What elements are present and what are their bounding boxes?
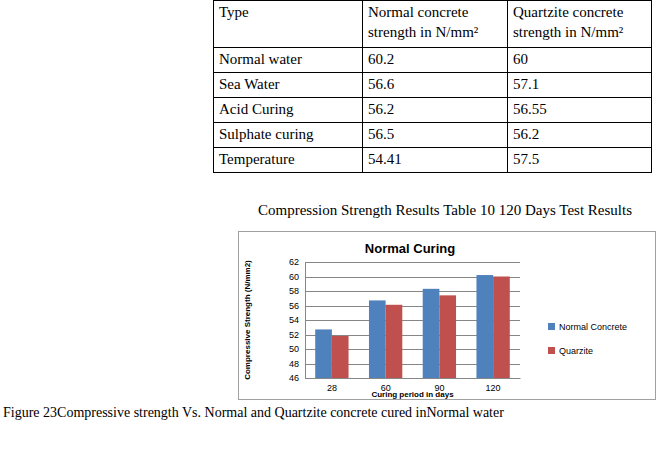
table-cell: 56.2 xyxy=(363,98,508,123)
x-tick-label: 120 xyxy=(486,383,501,393)
table-cell: Temperature xyxy=(214,148,363,173)
y-tick: 62 xyxy=(289,257,305,267)
x-tick: 28 xyxy=(327,378,337,393)
table-cell: 56.5 xyxy=(363,123,508,148)
y-tick: 46 xyxy=(289,373,305,383)
y-tick: 60 xyxy=(289,272,305,282)
table-cell: Acid Curing xyxy=(214,98,363,123)
y-tick-label: 46 xyxy=(289,373,299,383)
table-cell: 57.1 xyxy=(508,73,652,98)
legend-label: Normal Concrete xyxy=(559,322,627,332)
bar xyxy=(332,336,349,378)
table-row: Normal water60.260 xyxy=(214,48,652,73)
y-axis: 46 48 50 52 54 56 58 60 62 xyxy=(289,257,306,383)
table-cell: 56.55 xyxy=(508,98,652,123)
table-row: Sulphate curing56.556.2 xyxy=(214,123,652,148)
table-row: Sea Water56.657.1 xyxy=(214,73,652,98)
header-row: TypeNormal concrete strength in N/mm²Qua… xyxy=(214,1,652,48)
y-tick-label: 56 xyxy=(289,301,299,311)
y-tick-label: 54 xyxy=(289,315,299,325)
legend-swatch xyxy=(548,347,555,354)
bars xyxy=(315,275,510,378)
table-row: Temperature54.4157.5 xyxy=(214,148,652,173)
bar xyxy=(476,275,493,378)
table-cell: Normal water xyxy=(214,48,363,73)
y-tick-label: 58 xyxy=(289,286,299,296)
x-axis-title: Curing period in days xyxy=(371,390,454,399)
y-tick-label: 48 xyxy=(289,359,299,369)
bar xyxy=(369,300,386,378)
legend-label: Quarzite xyxy=(559,346,593,356)
table-cell: 56.6 xyxy=(363,73,508,98)
table-cell: 60 xyxy=(508,48,652,73)
y-tick: 48 xyxy=(289,359,305,369)
y-tick-label: 60 xyxy=(289,272,299,282)
table-row: Acid Curing56.256.55 xyxy=(214,98,652,123)
table-caption: Compression Strength Results Table 10 12… xyxy=(258,202,632,218)
y-tick: 58 xyxy=(289,286,305,296)
bar xyxy=(439,295,456,378)
x-axis-line xyxy=(306,378,521,379)
y-tick-label: 62 xyxy=(289,257,299,267)
table-cell: 60.2 xyxy=(363,48,508,73)
chart-frame xyxy=(239,232,656,400)
y-axis-line xyxy=(305,263,306,379)
table-cell: Sea Water xyxy=(214,73,363,98)
bar xyxy=(386,305,403,378)
bar xyxy=(315,329,332,378)
header-cell: Normal concrete strength in N/mm² xyxy=(363,1,508,48)
header-cell: Quartzite concrete strength in N/mm² xyxy=(508,1,652,48)
grid xyxy=(305,263,520,379)
table-cell: 54.41 xyxy=(363,148,508,173)
table-cell: 57.5 xyxy=(508,148,652,173)
bar xyxy=(493,277,510,379)
y-tick: 50 xyxy=(289,344,305,354)
y-tick: 52 xyxy=(289,330,305,340)
legend-swatch xyxy=(548,323,555,330)
page-svg: Compression Strength Results Table 10 12… xyxy=(0,0,672,458)
bar xyxy=(423,289,440,378)
y-tick-label: 52 xyxy=(289,330,299,340)
grid-line xyxy=(305,262,520,263)
y-tick: 54 xyxy=(289,315,305,325)
legend: Normal Concrete Quarzite xyxy=(548,322,627,356)
table-cell: 56.2 xyxy=(508,123,652,148)
chart-title: Normal Curing xyxy=(365,241,455,256)
results-table: TypeNormal concrete strength in N/mm²Qua… xyxy=(213,0,652,173)
grid-line xyxy=(305,378,520,379)
x-tick: 120 xyxy=(486,378,501,393)
figure-caption: Figure 23Compressive strength Vs. Normal… xyxy=(3,405,504,420)
header-cell: Type xyxy=(214,1,363,48)
x-tick-label: 28 xyxy=(327,383,337,393)
y-tick: 56 xyxy=(289,301,305,311)
y-tick-label: 50 xyxy=(289,344,299,354)
y-axis-title: Compressive Strength (N/mm2) xyxy=(243,260,252,380)
table-cell: Sulphate curing xyxy=(214,123,363,148)
